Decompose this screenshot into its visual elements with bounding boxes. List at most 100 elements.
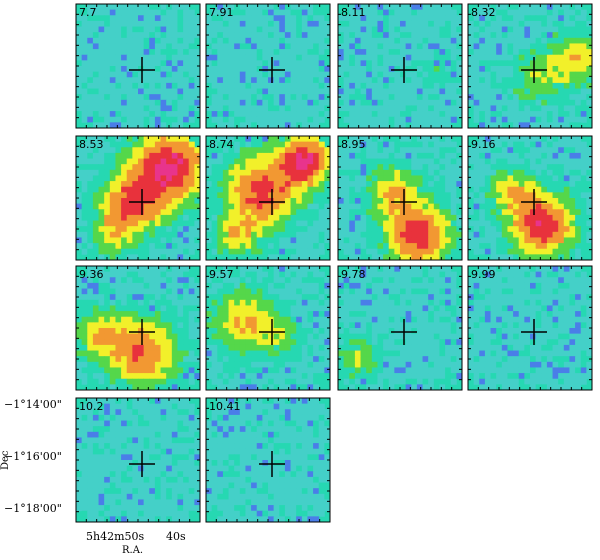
map-pixel — [290, 186, 297, 193]
map-pixel — [126, 105, 133, 112]
map-pixel — [245, 20, 252, 27]
map-pixel — [273, 4, 280, 11]
map-pixel — [422, 111, 429, 118]
map-pixel — [530, 26, 537, 33]
map-pixel — [87, 43, 94, 50]
map-pixel — [194, 209, 201, 216]
map-pixel — [104, 367, 111, 374]
map-pixel — [296, 266, 303, 273]
map-pixel — [206, 99, 213, 106]
map-pixel — [132, 367, 139, 374]
map-pixel — [228, 60, 235, 67]
map-pixel — [360, 147, 367, 154]
map-pixel — [405, 122, 412, 129]
map-pixel — [473, 147, 480, 154]
map-pixel — [343, 26, 350, 33]
map-pixel — [371, 37, 378, 44]
map-pixel — [262, 141, 269, 148]
map-pixel — [228, 299, 235, 306]
map-pixel — [405, 26, 412, 33]
map-pixel — [81, 214, 88, 221]
map-pixel — [513, 175, 520, 182]
map-pixel — [76, 15, 83, 22]
map-pixel — [501, 49, 508, 56]
map-pixel — [377, 37, 384, 44]
map-pixel — [290, 54, 297, 61]
map-pixel — [558, 32, 565, 39]
map-pixel — [92, 164, 99, 171]
map-pixel — [188, 344, 195, 351]
map-pixel — [343, 37, 350, 44]
map-pixel — [160, 356, 167, 363]
map-pixel — [318, 32, 325, 39]
map-pixel — [171, 141, 178, 148]
map-pixel — [343, 94, 350, 101]
map-pixel — [160, 26, 167, 33]
map-pixel — [143, 305, 150, 312]
map-pixel — [166, 373, 173, 380]
map-pixel — [360, 122, 367, 129]
map-pixel — [138, 175, 145, 182]
map-pixel — [450, 54, 457, 61]
map-pixel — [171, 344, 178, 351]
map-pixel — [206, 164, 213, 171]
map-pixel — [524, 37, 531, 44]
map-pixel — [154, 361, 161, 368]
map-pixel — [371, 49, 378, 56]
map-pixel — [132, 209, 139, 216]
map-pixel — [222, 9, 229, 16]
map-pixel — [234, 82, 241, 89]
map-pixel — [496, 209, 503, 216]
map-pixel — [501, 214, 508, 221]
map-pixel — [439, 105, 446, 112]
map-pixel — [318, 88, 325, 95]
map-pixel — [343, 169, 350, 176]
map-pixel — [284, 116, 291, 123]
map-pixel — [366, 243, 373, 250]
map-pixel — [318, 311, 325, 318]
map-pixel — [87, 350, 94, 357]
map-pixel — [318, 66, 325, 73]
map-pixel — [558, 214, 565, 221]
map-pixel — [92, 99, 99, 106]
map-pixel — [279, 333, 286, 340]
map-pixel — [349, 26, 356, 33]
map-pixel — [546, 99, 553, 106]
map-pixel — [301, 277, 308, 284]
map-pixel — [558, 54, 565, 61]
map-pixel — [416, 60, 423, 67]
map-pixel — [324, 214, 331, 221]
map-pixel — [115, 136, 122, 143]
map-pixel — [445, 209, 452, 216]
map-pixel — [318, 94, 325, 101]
map-pixel — [507, 158, 514, 165]
map-pixel — [388, 254, 395, 261]
map-pixel — [433, 26, 440, 33]
map-pixel — [507, 147, 514, 154]
map-pixel — [383, 214, 390, 221]
map-pixel — [411, 147, 418, 154]
map-pixel — [479, 105, 486, 112]
map-pixel — [234, 77, 241, 84]
map-pixel — [366, 9, 373, 16]
map-pixel — [445, 237, 452, 244]
map-pixel — [92, 214, 99, 221]
map-pixel — [87, 158, 94, 165]
map-pixel — [501, 71, 508, 78]
map-pixel — [530, 243, 537, 250]
map-pixel — [154, 322, 161, 329]
map-pixel — [284, 169, 291, 176]
map-pixel — [166, 99, 173, 106]
map-pixel — [307, 294, 314, 301]
map-pixel — [171, 209, 178, 216]
map-pixel — [349, 111, 356, 118]
map-pixel — [513, 181, 520, 188]
map-pixel — [76, 288, 83, 295]
map-pixel — [183, 339, 190, 346]
map-pixel — [206, 54, 213, 61]
map-pixel — [513, 158, 520, 165]
map-pixel — [115, 339, 122, 346]
map-pixel — [569, 152, 576, 159]
map-pixel — [262, 294, 269, 301]
map-pixel — [138, 71, 145, 78]
